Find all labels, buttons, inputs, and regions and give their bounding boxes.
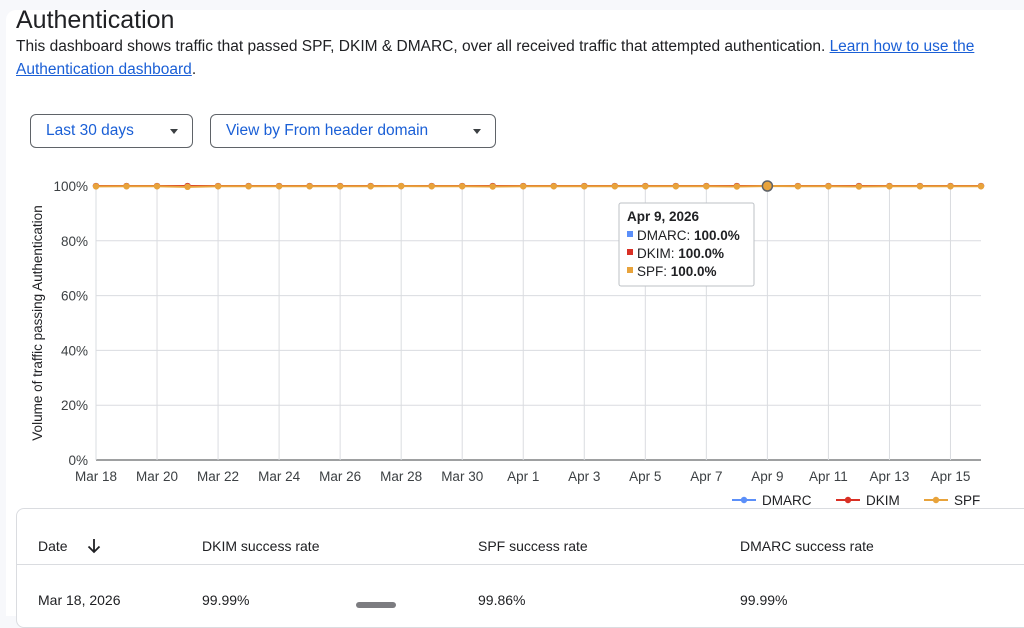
hover-marker xyxy=(762,181,772,191)
x-tick-label: Apr 3 xyxy=(568,469,600,484)
legend-marker-spf xyxy=(933,497,939,503)
cell-dkim: 99.99% xyxy=(202,592,249,608)
y-tick-label: 20% xyxy=(61,398,88,413)
scroll-handle[interactable] xyxy=(356,602,396,608)
legend-label-dkim: DKIM xyxy=(866,493,900,508)
tooltip-swatch xyxy=(627,231,633,237)
x-tick-label: Apr 7 xyxy=(690,469,722,484)
data-point-spf xyxy=(306,183,312,189)
data-point-spf xyxy=(703,183,709,189)
tooltip-row-label: DMARC: xyxy=(637,228,694,243)
x-tick-label: Apr 15 xyxy=(931,469,971,484)
data-point-spf xyxy=(917,183,923,189)
data-point-spf xyxy=(825,183,831,189)
authentication-line-chart: 0% 20% 40% 60% 80% 100% Mar 18 Mar 20 Mar 22 Mar … xyxy=(0,0,1024,516)
y-tick-label: 40% xyxy=(61,343,88,358)
x-tick-label: Apr 9 xyxy=(751,469,783,484)
tooltip-swatch xyxy=(627,267,633,273)
data-point-spf xyxy=(459,183,465,189)
x-tick-label: Mar 20 xyxy=(136,469,178,484)
data-point-spf xyxy=(551,183,557,189)
cell-dmarc: 99.99% xyxy=(740,592,787,608)
data-point-spf xyxy=(398,183,404,189)
cell-spf: 99.86% xyxy=(478,592,525,608)
data-point-spf xyxy=(673,183,679,189)
x-tick-label: Apr 1 xyxy=(507,469,539,484)
data-point-spf xyxy=(734,183,740,189)
y-tick-label: 80% xyxy=(61,234,88,249)
data-point-spf xyxy=(642,183,648,189)
data-point-spf xyxy=(337,183,343,189)
data-point-spf xyxy=(245,183,251,189)
cell-date: Mar 18, 2026 xyxy=(38,592,121,608)
data-point-spf xyxy=(856,183,862,189)
tooltip-date: Apr 9, 2026 xyxy=(627,209,700,224)
x-tick-label: Mar 18 xyxy=(75,469,117,484)
data-point-spf xyxy=(93,183,99,189)
data-point-spf xyxy=(276,183,282,189)
legend-label-spf: SPF xyxy=(954,493,980,508)
col-header-date[interactable]: Date xyxy=(38,538,68,554)
data-point-spf xyxy=(123,183,129,189)
data-point-spf xyxy=(520,183,526,189)
legend-label-dmarc: DMARC xyxy=(762,493,812,508)
data-point-spf xyxy=(886,183,892,189)
x-tick-label: Mar 26 xyxy=(319,469,361,484)
y-tick-label: 100% xyxy=(53,179,88,194)
legend-marker-dkim xyxy=(845,497,851,503)
x-tick-label: Mar 30 xyxy=(441,469,483,484)
col-header-spf[interactable]: SPF success rate xyxy=(478,538,588,554)
data-point-spf xyxy=(154,183,160,189)
table-header-divider xyxy=(16,564,1024,565)
data-point-spf xyxy=(978,183,984,189)
series-line-spf xyxy=(96,186,981,187)
y-tick-label: 60% xyxy=(61,289,88,304)
data-point-spf xyxy=(490,183,496,189)
data-point-spf xyxy=(612,183,618,189)
col-header-dkim[interactable]: DKIM success rate xyxy=(202,538,319,554)
tooltip-row-value: 100.0% xyxy=(678,246,724,261)
legend-marker-dmarc xyxy=(741,497,747,503)
col-header-dmarc[interactable]: DMARC success rate xyxy=(740,538,874,554)
y-axis-label: Volume of traffic passing Authentication xyxy=(30,205,45,440)
tooltip-row: DKIM: 100.0% xyxy=(637,246,724,261)
x-tick-label: Mar 22 xyxy=(197,469,239,484)
y-tick-label: 0% xyxy=(68,453,88,468)
tooltip-row: DMARC: 100.0% xyxy=(637,228,740,243)
x-tick-label: Apr 5 xyxy=(629,469,661,484)
authentication-table xyxy=(16,508,1024,628)
x-tick-label: Mar 24 xyxy=(258,469,301,484)
tooltip-row-value: 100.0% xyxy=(671,264,717,279)
arrow-down-icon[interactable] xyxy=(85,537,103,555)
tooltip-row-label: SPF: xyxy=(637,264,671,279)
data-point-spf xyxy=(947,183,953,189)
tooltip-swatch xyxy=(627,249,633,255)
data-point-spf xyxy=(795,183,801,189)
data-point-spf xyxy=(184,184,190,190)
tooltip-row: SPF: 100.0% xyxy=(637,264,717,279)
x-tick-label: Mar 28 xyxy=(380,469,422,484)
x-tick-label: Apr 13 xyxy=(870,469,910,484)
x-tick-label: Apr 11 xyxy=(809,469,848,484)
data-point-spf xyxy=(428,183,434,189)
tooltip-row-value: 100.0% xyxy=(694,228,740,243)
data-point-spf xyxy=(367,183,373,189)
data-point-spf xyxy=(581,183,587,189)
data-point-spf xyxy=(215,183,221,189)
tooltip-row-label: DKIM: xyxy=(637,246,678,261)
